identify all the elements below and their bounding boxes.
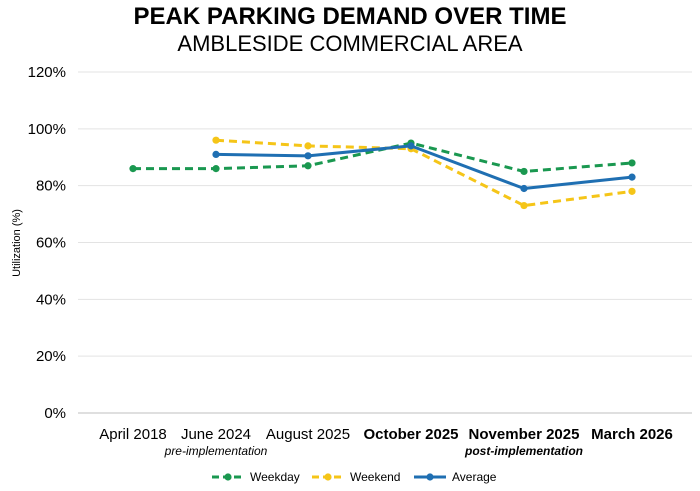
data-point — [212, 150, 220, 159]
data-point — [520, 201, 528, 210]
legend-label: Weekday — [250, 470, 300, 484]
data-point — [212, 136, 220, 144]
x-tick-label: March 2026 — [591, 426, 673, 443]
y-tick-label: 120% — [28, 64, 66, 81]
y-axis-label: Utilization (%) — [11, 209, 23, 277]
x-tick-label: April 2018 — [99, 426, 167, 443]
y-tick-label: 60% — [36, 235, 66, 252]
gridlines — [78, 71, 692, 414]
legend-item-average: Average — [414, 470, 497, 484]
legend-item-weekday: Weekday — [212, 470, 300, 484]
x-tick-label: October 2025 — [363, 426, 458, 443]
y-tick-label: 80% — [36, 178, 66, 195]
data-point — [129, 165, 137, 173]
chart-subtitle: AMBLESIDE COMMERCIAL AREA — [177, 31, 523, 56]
x-tick-label: June 2024 — [181, 426, 251, 443]
y-tick-label: 0% — [44, 405, 66, 422]
legend-marker — [224, 473, 232, 481]
x-category-labels: April 2018 June 2024 August 2025 October 20… — [99, 426, 673, 458]
data-point — [304, 152, 312, 160]
legend: Weekday Weekend Average — [212, 470, 497, 484]
data-point — [520, 184, 528, 193]
y-tick-label: 100% — [28, 121, 66, 138]
x-tick-label: August 2025 — [266, 426, 350, 443]
data-point — [628, 187, 636, 195]
y-tick-labels: 0% 20% 40% 60% 80% 100% 120% — [28, 64, 66, 422]
chart-title: PEAK PARKING DEMAND OVER TIME — [133, 3, 567, 30]
series-average — [212, 142, 636, 193]
data-point — [304, 142, 312, 150]
series-weekday — [129, 139, 636, 176]
data-point — [212, 165, 220, 173]
legend-marker — [324, 473, 332, 481]
series-weekend — [212, 136, 636, 210]
series-lines — [129, 136, 636, 210]
x-tick-label: November 2025 — [469, 426, 580, 443]
category-annotation: pre-implementation — [164, 444, 268, 458]
data-point — [407, 142, 415, 150]
y-tick-label: 20% — [36, 348, 66, 365]
y-tick-label: 40% — [36, 291, 66, 308]
legend-label: Weekend — [350, 470, 400, 484]
data-point — [628, 159, 636, 167]
series-line — [133, 141, 633, 173]
legend-label: Average — [452, 470, 497, 484]
data-point — [628, 173, 636, 181]
data-point — [304, 162, 312, 170]
legend-item-weekend: Weekend — [312, 470, 400, 484]
legend-marker — [426, 473, 434, 481]
category-annotation: post-implementation — [464, 444, 583, 458]
data-point — [520, 167, 528, 176]
